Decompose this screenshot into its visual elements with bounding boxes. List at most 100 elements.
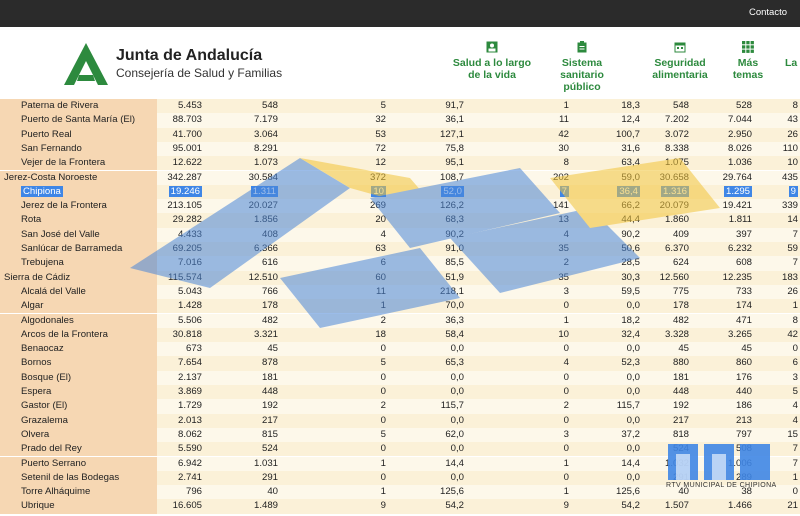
table-row[interactable]: Torre Alháquime 796 40 1 125,6 1 125,6 40 38 0 [0, 485, 800, 500]
table-row[interactable]: Ubrique 16.605 1.489 9 54,2 9 54,2 1.507 1.466 21 [0, 499, 800, 514]
value-cell-c9: 339 [758, 199, 798, 213]
nav-la-cut-off[interactable]: La [785, 41, 800, 69]
table-row[interactable]: Olvera 8.062 815 5 62,0 3 37,2 818 797 15 [0, 427, 800, 443]
table-row[interactable]: Gastor (El) 1.729 192 2 115,7 2 115,7 192 186 4 [0, 399, 800, 414]
value-cell-c6: 12,4 [580, 113, 640, 127]
table-row[interactable]: Alcalá del Valle 5.043 766 11 218,1 3 59,5 775 7… [0, 284, 800, 300]
district-row[interactable]: Sierra de Cádiz 115.574 12.510 60 51,9 35 30,3… [0, 270, 800, 285]
table-row[interactable]: San José del Valle 4.433 408 4 90,2 4 90,2 409 3… [0, 227, 800, 242]
table-row[interactable]: Jerez de la Frontera 213.105 20.027 269 126,… [0, 199, 800, 214]
cell-value: 192 [672, 400, 689, 412]
cell-value: 2 [380, 314, 386, 326]
nav-sistema-sanitario[interactable]: Sistema sanitario público [547, 41, 617, 93]
junta-andalucia-logo-icon[interactable] [62, 41, 110, 87]
nav-mas-temas[interactable]: Más temas [722, 41, 774, 81]
clipboard-icon [577, 41, 587, 53]
municipality-name-cell: Alcalá del Valle [0, 284, 157, 300]
value-cell-c1: 29.282 [158, 213, 202, 227]
table-row[interactable]: Sanlúcar de Barrameda 69.205 6.366 63 91,0 35… [0, 242, 800, 257]
value-cell-c8: 12.235 [700, 271, 752, 285]
value-cell-c3: 12 [326, 156, 386, 170]
value-cell-c4: 68,3 [404, 213, 464, 227]
value-cell-c2: 8.291 [218, 142, 278, 156]
table-row[interactable]: San Fernando 95.001 8.291 72 75,8 30 31,6 8.338… [0, 141, 800, 157]
value-cell-c4: 0,0 [404, 471, 464, 485]
value-cell-c3: 0 [326, 371, 386, 385]
municipality-name-cell: Bornos [0, 356, 157, 371]
org-subtitle: Consejería de Salud y Familias [116, 66, 283, 80]
cell-value: 8 [792, 100, 798, 111]
cell-value: 63,4 [621, 157, 640, 169]
value-cell-c8: 1.466 [700, 499, 752, 513]
table-row[interactable]: Bosque (El) 2.137 181 0 0,0 0 0,0 181 176 3 [0, 370, 800, 385]
value-cell-c5: 202 [509, 171, 569, 185]
cell-value: 115,7 [616, 400, 640, 412]
cell-value: 5.043 [177, 285, 202, 297]
nav-seguridad-alimentaria[interactable]: Seguridad alimentaria [640, 41, 720, 81]
value-cell-c8: 3.265 [700, 328, 752, 342]
cell-value: 36,3 [445, 314, 464, 326]
contact-link[interactable]: Contacto [748, 7, 787, 18]
table-row[interactable]: Trebujena 7.016 616 6 85,5 2 28,5 624 608 7 [0, 256, 800, 271]
value-cell-c9: 435 [758, 171, 798, 185]
value-cell-c9: 10 [758, 156, 798, 170]
cell-value: 0 [563, 386, 569, 397]
cell-value: 0,0 [626, 443, 640, 455]
value-cell-c3: 60 [326, 271, 386, 285]
municipality-name: San Fernando [21, 142, 82, 154]
cell-value: 28,5 [621, 257, 640, 269]
table-row[interactable]: Algodonales 5.506 482 2 36,3 1 18,2 482 471 8 [0, 313, 800, 328]
cell-value: 0 [380, 343, 386, 355]
table-row[interactable]: Grazalema 2.013 217 0 0,0 0 0,0 217 213 4 [0, 413, 800, 428]
value-cell-c3: 5 [326, 428, 386, 442]
value-cell-c3: 2 [326, 399, 386, 413]
table-row[interactable]: Setenil de las Bodegas2.74129100,000,029… [0, 470, 800, 486]
cell-value: 7.654 [177, 357, 202, 369]
table-row[interactable]: Chipiona 19.246 1.311 10 52,0 7 36,4 1.316 1.295… [0, 184, 800, 200]
table-row[interactable]: Vejer de la Frontera 12.622 1.073 12 95,1 8 63… [0, 156, 800, 171]
cell-value: 26 [787, 128, 798, 140]
cell-value: 53 [375, 128, 386, 140]
cell-value: 90,2 [621, 228, 640, 240]
value-cell-c9: 7 [758, 256, 798, 270]
value-cell-c4: 126,2 [404, 199, 464, 213]
cell-value: 16.605 [172, 500, 202, 512]
table-row[interactable]: Algar 1.428 178 1 70,0 0 0,0 178 174 1 [0, 299, 800, 314]
cell-value: 10 [558, 328, 569, 340]
cell-value: 7 [792, 257, 798, 269]
value-cell-c1: 342.287 [158, 171, 202, 185]
value-cell-c5: 7 [509, 185, 569, 199]
cell-value: 548 [672, 100, 689, 111]
cell-value: 35 [558, 243, 569, 254]
cell-value: 1.729 [177, 400, 202, 412]
table-row[interactable]: Arcos de la Frontera 30.818 3.321 18 58,4 10 3… [0, 327, 800, 343]
value-cell-c9: 0 [758, 342, 798, 356]
cell-value: 202 [552, 171, 569, 183]
value-cell-c2: 12.510 [218, 271, 278, 285]
cell-value: 65,3 [445, 357, 464, 369]
table-row[interactable]: Rota 29.282 1.856 20 68,3 13 44,4 1.860 1.811 14 [0, 213, 800, 228]
table-row[interactable]: Puerto de Santa María (El) 88.703 7.179 32 3… [0, 113, 800, 128]
district-row[interactable]: Jerez-Costa Noroeste 342.287 30.584 372 108,… [0, 170, 800, 185]
nav-salud-vida[interactable]: Salud a lo largo de la vida [452, 41, 532, 81]
table-row[interactable]: Puerto Real 41.700 3.064 53 127,1 42 100,7 3.07… [0, 127, 800, 142]
table-row[interactable]: Paterna de Rivera 5.453 548 5 91,7 1 18,3 548 52… [0, 99, 800, 114]
cell-value: 9 [380, 500, 386, 512]
value-cell-c4: 0,0 [404, 371, 464, 385]
top-bar: Contacto [0, 0, 800, 27]
municipality-name: Arcos de la Frontera [21, 328, 108, 340]
table-row[interactable]: Bornos 7.654 878 5 65,3 4 52,3 880 860 6 [0, 356, 800, 371]
value-cell-c2: 524 [218, 442, 278, 456]
value-cell-c5: 35 [509, 271, 569, 285]
value-cell-c3: 0 [326, 385, 386, 399]
value-cell-c7: 3.072 [641, 128, 689, 142]
cell-value: 14 [787, 214, 798, 226]
value-cell-c7: 6.370 [641, 242, 689, 256]
cell-value: 5 [380, 357, 386, 369]
cell-value: 36,1 [445, 114, 464, 126]
table-row[interactable]: Benaocaz 673 45 0 0,0 0 0,0 45 45 0 [0, 342, 800, 357]
cell-value: 1.006 [727, 457, 752, 469]
value-cell-c7: 8.338 [641, 142, 689, 156]
table-row[interactable]: Espera 3.869 448 0 0,0 0 0,0 448 440 5 [0, 385, 800, 400]
cell-value: 44,4 [621, 214, 640, 226]
